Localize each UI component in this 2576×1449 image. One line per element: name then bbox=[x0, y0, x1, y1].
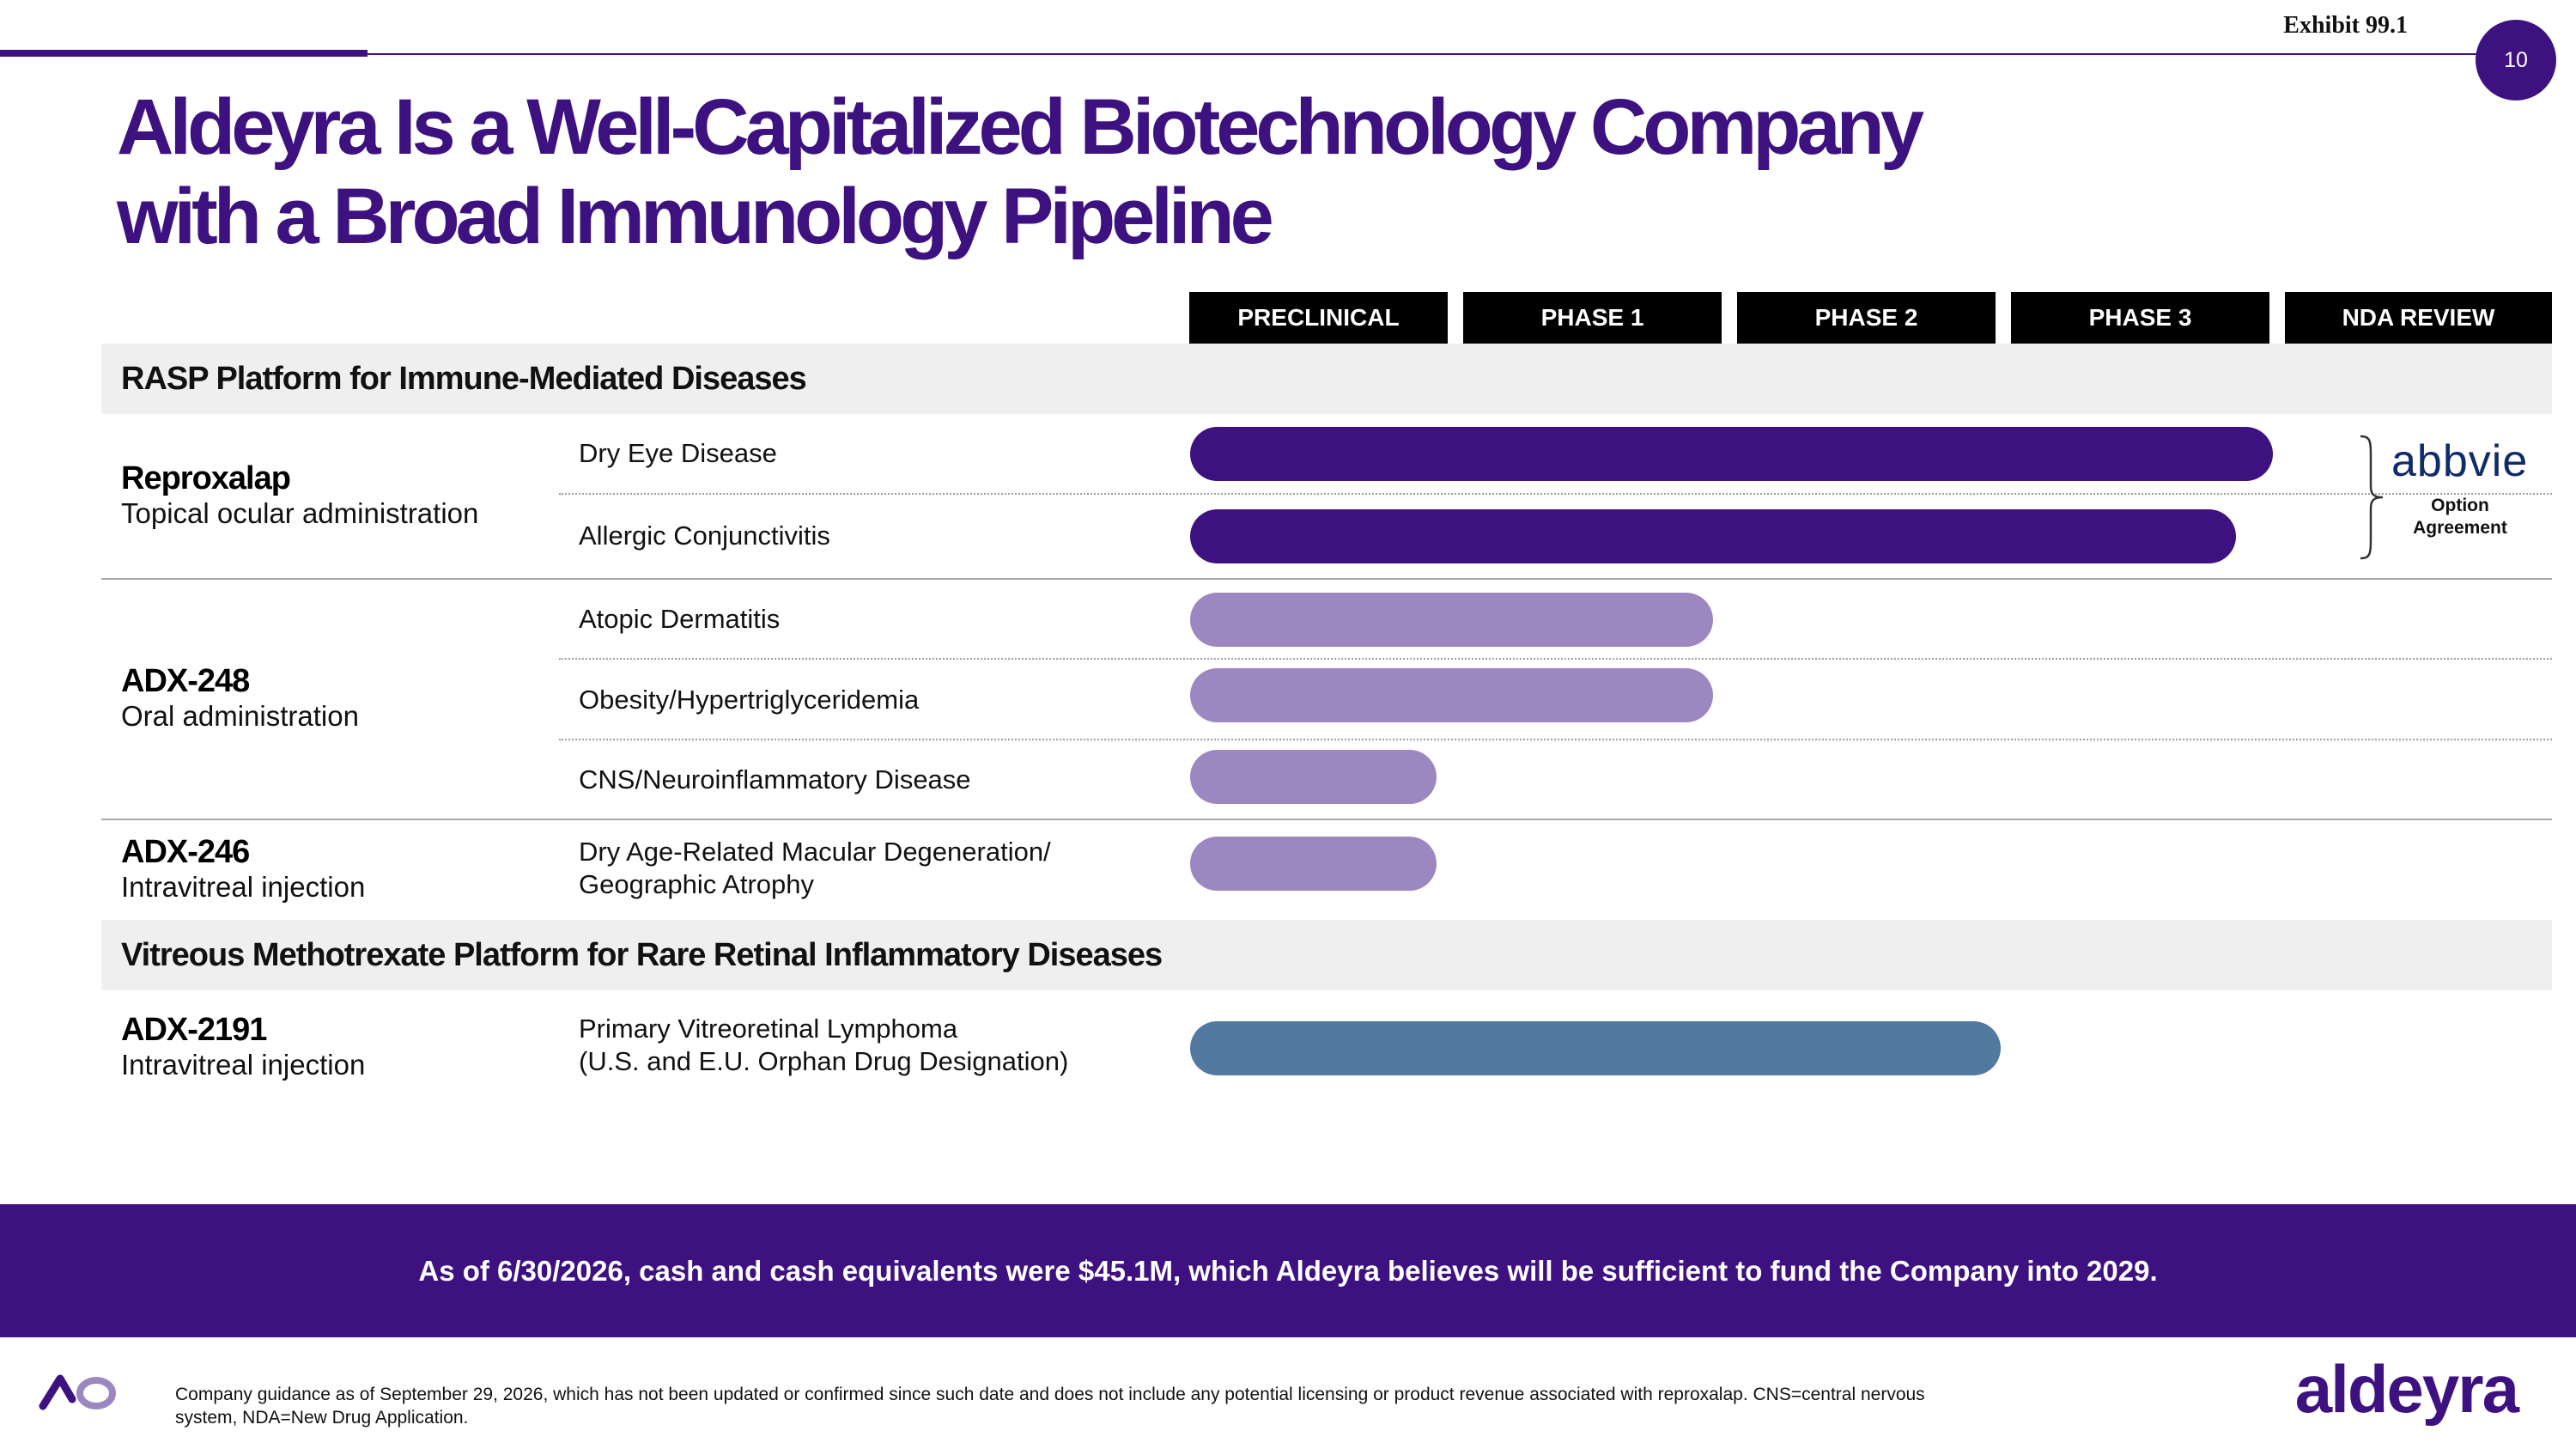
drug-name-reproxalap: Reproxalap bbox=[121, 460, 291, 496]
exhibit-label: Exhibit 99.1 bbox=[2283, 12, 2408, 39]
drug-route-adx-2191: Intravitreal injection bbox=[121, 1049, 366, 1081]
phase-header-preclinical: PRECLINICAL bbox=[1189, 292, 1448, 344]
cash-statement-band: As of 6/30/2026, cash and cash equivalen… bbox=[0, 1204, 2576, 1337]
row-divider bbox=[559, 658, 2552, 660]
footnote: Company guidance as of September 29, 202… bbox=[175, 1383, 2116, 1429]
indication-dry-amd-line-2: Geographic Atrophy bbox=[579, 869, 815, 899]
section-band-methotrexate: Vitreous Methotrexate Platform for Rare … bbox=[101, 920, 2552, 990]
progress-bar-allergic-conjunctivitis bbox=[1190, 509, 2236, 563]
row-divider bbox=[559, 493, 2552, 495]
footnote-line-1: Company guidance as of September 29, 202… bbox=[175, 1385, 1925, 1404]
group-divider bbox=[101, 578, 2552, 580]
option-note-line-2: Agreement bbox=[2413, 518, 2507, 538]
drug-block-reproxalap: Reproxalap Topical ocular administration bbox=[121, 460, 478, 530]
footnote-line-2: system, NDA=New Drug Application. bbox=[175, 1408, 469, 1428]
drug-route-reproxalap: Topical ocular administration bbox=[121, 497, 479, 529]
drug-block-adx-246: ADX-246 Intravitreal injection bbox=[121, 834, 365, 904]
progress-bar-cns bbox=[1190, 750, 1437, 804]
aldeyra-wordmark: aldeyra bbox=[2294, 1351, 2519, 1427]
progress-bar-pvrl bbox=[1190, 1021, 2001, 1075]
indication-cns: CNS/Neuroinflammatory Disease bbox=[579, 764, 971, 795]
indication-pvrl: Primary Vitreoretinal Lymphoma (U.S. and… bbox=[579, 1013, 1068, 1078]
phase-header-nda-review: NDA REVIEW bbox=[2285, 292, 2552, 344]
section-band-rasp: RASP Platform for Immune-Mediated Diseas… bbox=[101, 344, 2552, 414]
progress-bar-atopic-dermatitis bbox=[1190, 593, 1713, 647]
option-agreement-note: Option Agreement bbox=[2384, 495, 2537, 539]
phase-header-phase3: PHASE 3 bbox=[2011, 292, 2269, 344]
cash-statement: As of 6/30/2026, cash and cash equivalen… bbox=[418, 1254, 2158, 1287]
indication-pvrl-line-2: (U.S. and E.U. Orphan Drug Designation) bbox=[579, 1046, 1069, 1076]
header-rule bbox=[0, 53, 2494, 55]
indication-dry-eye-disease: Dry Eye Disease bbox=[579, 438, 777, 468]
brace-icon bbox=[2360, 435, 2384, 560]
title-line-1: Aldeyra Is a Well-Capitalized Biotechnol… bbox=[117, 83, 1924, 171]
drug-name-adx-248: ADX-248 bbox=[121, 663, 250, 699]
indication-allergic-conjunctivitis: Allergic Conjunctivitis bbox=[579, 521, 830, 551]
aldeyra-brand-mark-icon bbox=[39, 1374, 116, 1410]
section-title-methotrexate: Vitreous Methotrexate Platform for Rare … bbox=[121, 936, 1163, 973]
drug-block-adx-248: ADX-248 Oral administration bbox=[121, 663, 359, 733]
drug-block-adx-2191: ADX-2191 Intravitreal injection bbox=[121, 1012, 365, 1081]
progress-bar-obesity bbox=[1190, 668, 1713, 722]
option-note-line-1: Option bbox=[2431, 496, 2489, 515]
phase-header-phase2: PHASE 2 bbox=[1737, 292, 1996, 344]
abbvie-logo: abbvie bbox=[2391, 436, 2529, 486]
indication-pvrl-line-1: Primary Vitreoretinal Lymphoma bbox=[579, 1014, 958, 1044]
row-divider bbox=[559, 739, 2552, 740]
section-title-rasp: RASP Platform for Immune-Mediated Diseas… bbox=[121, 360, 807, 397]
drug-name-adx-246: ADX-246 bbox=[121, 834, 250, 870]
title-line-2: with a Broad Immunology Pipeline bbox=[117, 173, 1274, 260]
group-divider bbox=[101, 819, 2552, 820]
indication-atopic-dermatitis: Atopic Dermatitis bbox=[579, 604, 781, 634]
header-accent-bar bbox=[0, 50, 368, 57]
page-number-badge: 10 bbox=[2476, 20, 2556, 100]
progress-bar-dry-eye-disease bbox=[1190, 427, 2273, 481]
indication-dry-amd-line-1: Dry Age-Related Macular Degeneration/ bbox=[579, 837, 1051, 867]
drug-name-adx-2191: ADX-2191 bbox=[121, 1012, 267, 1048]
indication-dry-amd: Dry Age-Related Macular Degeneration/ Ge… bbox=[579, 836, 1051, 901]
indication-obesity: Obesity/Hypertriglyceridemia bbox=[579, 685, 920, 715]
drug-route-adx-248: Oral administration bbox=[121, 700, 359, 732]
drug-route-adx-246: Intravitreal injection bbox=[121, 871, 366, 903]
phase-header-phase1: PHASE 1 bbox=[1463, 292, 1722, 344]
progress-bar-dry-amd bbox=[1190, 837, 1437, 891]
page-title: Aldeyra Is a Well-Capitalized Biotechnol… bbox=[117, 82, 2006, 261]
